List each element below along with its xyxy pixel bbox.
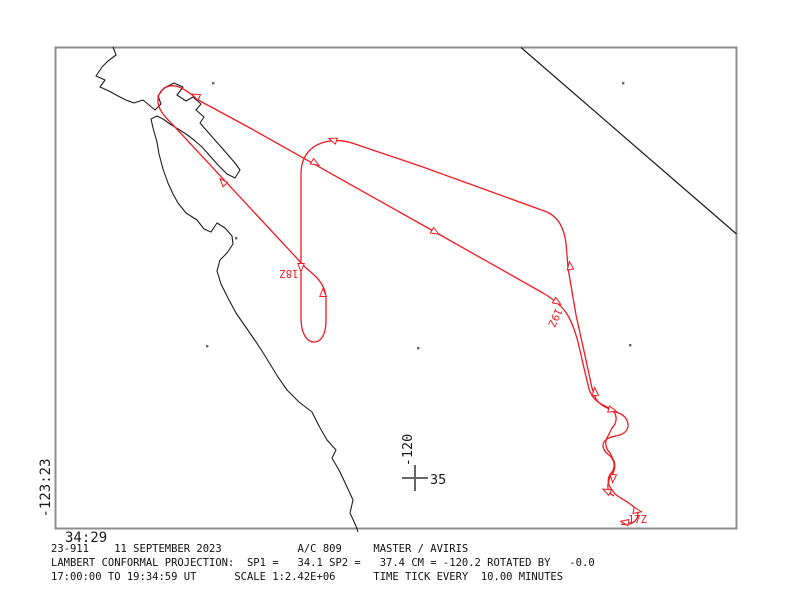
time-tick-marker [619,518,630,527]
coordinate-label: 35 [430,472,446,488]
city-dot [206,345,209,348]
time-tick-marker [190,93,202,102]
time-tick-marker [607,405,618,413]
time-tick-marker [566,260,575,271]
time-tick-marker [429,226,441,235]
track-time-label: 18Z [280,267,299,279]
time-tick-marker [319,287,327,297]
city-dot [629,344,632,347]
track-time-label: 19Z [545,306,564,328]
footer-time-scale-info-line: 17:00:00 TO 19:34:59 UT SCALE 1:2.42E+06… [51,570,564,583]
city-dot [212,82,215,85]
time-tick-marker [601,488,613,497]
footer-flight-info-line: 23-911 11 SEPTEMBER 2023 A/C 809 MASTER … [51,543,469,555]
flight-track-path [157,85,639,526]
track-time-label: 17Z [628,514,647,526]
city-dot [235,237,238,240]
time-tick-marker [219,177,229,188]
time-tick-marker [327,137,339,146]
city-dot [417,347,420,350]
coordinate-label: -120 [400,434,416,467]
time-tick-marker [591,386,600,397]
time-tick-marker [551,296,562,306]
time-tick-marker [309,157,321,166]
state-border-line [520,47,737,235]
map-frame-border [54,46,738,530]
time-tick-marker [297,263,305,273]
footer-projection-info-line: LAMBERT CONFORMAL PROJECTION: SP1 = 34.1… [51,556,595,569]
coastline [95,46,359,533]
coordinate-label: 34:29 [65,530,107,546]
time-tick-marker [632,506,643,515]
time-tick-marker [609,473,618,484]
city-dot [622,82,625,85]
coordinate-label: -123:23 [38,458,54,517]
plot-footer: 23-911 11 SEPTEMBER 2023 A/C 809 MASTER … [51,543,595,584]
